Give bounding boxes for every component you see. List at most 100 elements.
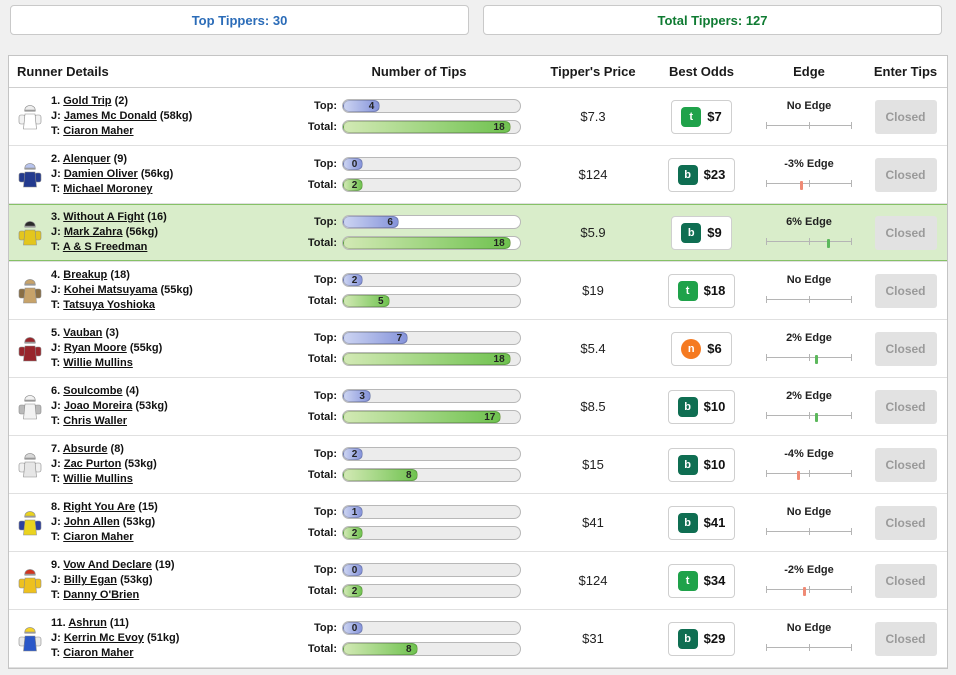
runner-name-link[interactable]: Vauban xyxy=(63,327,103,339)
jockey-name-link[interactable]: Mark Zahra xyxy=(63,226,123,238)
runner-name-link[interactable]: Alenquer xyxy=(62,153,111,165)
runner-details-cell: 7. Absurde (8) J: Zac Purton (53kg) T: W… xyxy=(9,442,301,487)
best-odds-value: $6 xyxy=(707,341,722,356)
tippers-price: $19 xyxy=(582,283,604,298)
runner-details-cell: 2. Alenquer (9) J: Damien Oliver (56kg) … xyxy=(9,152,301,197)
trainer-name-link[interactable]: Danny O'Brien xyxy=(63,589,140,601)
number-of-tips-cell: Top: 3 Total: 17 xyxy=(301,389,537,424)
runner-name-link[interactable]: Soulcombe xyxy=(63,385,123,397)
silk-body xyxy=(23,171,37,188)
best-odds-button[interactable]: b $41 xyxy=(667,505,736,540)
silk-cap-brim xyxy=(24,342,36,344)
best-odds-button[interactable]: b $29 xyxy=(667,621,736,656)
enter-tips-closed-button[interactable]: Closed xyxy=(874,99,937,134)
trainer-name-link[interactable]: Ciaron Maher xyxy=(63,647,134,659)
runner-details-cell: 9. Vow And Declare (19) J: Billy Egan (5… xyxy=(9,558,301,603)
total-tips-label: Total: xyxy=(307,469,337,481)
best-odds-button[interactable]: b $9 xyxy=(671,215,732,250)
silk-cap xyxy=(24,279,36,285)
trainer-name-link[interactable]: Michael Moroney xyxy=(63,183,153,195)
best-odds-button[interactable]: n $6 xyxy=(671,331,732,366)
edge-label: -3% Edge xyxy=(784,158,834,170)
number-of-tips-cell: Top: 0 Total: 8 xyxy=(301,621,537,656)
tippers-price: $124 xyxy=(578,573,608,588)
top-tips-bar-fill: 0 xyxy=(343,622,364,634)
enter-tips-closed-button[interactable]: Closed xyxy=(874,273,937,308)
header-tippers-price: Tipper's Price xyxy=(550,64,636,79)
top-tips-label: Top: xyxy=(313,216,337,228)
number-of-tips-cell: Top: 2 Total: 8 xyxy=(301,447,537,482)
silk-cap xyxy=(24,221,36,227)
enter-tips-closed-button[interactable]: Closed xyxy=(874,563,937,598)
enter-tips-closed-button[interactable]: Closed xyxy=(874,215,937,250)
runner-name-link[interactable]: Ashrun xyxy=(68,617,107,629)
jockey-name-link[interactable]: Kohei Matsuyama xyxy=(63,284,158,296)
runner-name-link[interactable]: Absurde xyxy=(62,443,108,455)
enter-tips-closed-button[interactable]: Closed xyxy=(874,447,937,482)
enter-tips-closed-button[interactable]: Closed xyxy=(874,505,937,540)
edge-label: No Edge xyxy=(786,100,832,112)
jockey-name-link[interactable]: James Mc Donald xyxy=(63,110,157,122)
total-tips-bar-fill: 2 xyxy=(343,179,364,191)
runner-details-cell: 8. Right You Are (15) J: John Allen (53k… xyxy=(9,500,301,545)
jockey-name-link[interactable]: Joao Moreira xyxy=(63,400,133,412)
runner-barrier: (4) xyxy=(125,385,140,397)
edge-gauge xyxy=(766,467,852,481)
total-tippers-stat: Total Tippers: 127 xyxy=(483,5,942,35)
best-odds-value: $10 xyxy=(703,457,726,472)
silk-body xyxy=(23,287,37,304)
best-odds-button[interactable]: b $10 xyxy=(667,389,736,424)
trainer-line: T: Willie Mullins xyxy=(51,356,162,371)
trainer-name-link[interactable]: Ciaron Maher xyxy=(63,531,134,543)
runner-name-line: 1. Gold Trip (2) xyxy=(51,94,192,109)
table-row: 11. Ashrun (11) J: Kerrin Mc Evoy (51kg)… xyxy=(9,610,947,668)
jockey-name-link[interactable]: John Allen xyxy=(63,516,120,528)
best-odds-cell: b $23 xyxy=(649,157,754,192)
enter-tips-closed-button[interactable]: Closed xyxy=(874,157,937,192)
runner-name-link[interactable]: Breakup xyxy=(63,269,108,281)
runner-number: 4. xyxy=(51,269,61,281)
trainer-name-link[interactable]: Chris Waller xyxy=(63,415,128,427)
runner-details-cell: 4. Breakup (18) J: Kohei Matsuyama (55kg… xyxy=(9,268,301,313)
jockey-name-link[interactable]: Damien Oliver xyxy=(63,168,138,180)
top-tips-bar: 2 xyxy=(342,273,521,287)
table-row: 7. Absurde (8) J: Zac Purton (53kg) T: W… xyxy=(9,436,947,494)
total-tips-bar-fill: 2 xyxy=(343,585,364,597)
jockey-name-link[interactable]: Ryan Moore xyxy=(63,342,127,354)
silk-cap-brim xyxy=(24,632,36,634)
trainer-name-link[interactable]: A & S Freedman xyxy=(62,241,148,253)
number-of-tips-cell: Top: 0 Total: 2 xyxy=(301,157,537,192)
top-tips-label: Top: xyxy=(313,390,337,402)
enter-tips-closed-button[interactable]: Closed xyxy=(874,621,937,656)
best-odds-button[interactable]: t $18 xyxy=(667,273,736,308)
trainer-name-link[interactable]: Ciaron Maher xyxy=(63,125,134,137)
runner-details-cell: 5. Vauban (3) J: Ryan Moore (55kg) T: Wi… xyxy=(9,326,301,371)
table-row: 6. Soulcombe (4) J: Joao Moreira (53kg) … xyxy=(9,378,947,436)
enter-tips-closed-button[interactable]: Closed xyxy=(874,389,937,424)
runner-number: 1. xyxy=(51,95,61,107)
top-tips-label: Top: xyxy=(313,564,337,576)
silk-body xyxy=(23,113,37,130)
runner-number: 6. xyxy=(51,385,61,397)
best-odds-button[interactable]: t $7 xyxy=(671,99,732,134)
runner-name-link[interactable]: Without A Fight xyxy=(63,211,145,223)
runner-name-link[interactable]: Right You Are xyxy=(63,501,136,513)
jockey-name-link[interactable]: Zac Purton xyxy=(63,458,122,470)
edge-marker xyxy=(797,471,800,480)
trainer-name-link[interactable]: Willie Mullins xyxy=(63,473,133,485)
jockey-name-link[interactable]: Kerrin Mc Evoy xyxy=(63,632,144,644)
total-tips-bar-fill: 18 xyxy=(343,237,511,249)
total-tips-value: 2 xyxy=(351,527,358,539)
best-odds-button[interactable]: t $34 xyxy=(667,563,736,598)
runner-name-link[interactable]: Gold Trip xyxy=(63,95,112,107)
trainer-name-link[interactable]: Willie Mullins xyxy=(63,357,133,369)
enter-tips-closed-button[interactable]: Closed xyxy=(874,331,937,366)
top-tips-bar: 3 xyxy=(342,389,521,403)
jockey-name-link[interactable]: Billy Egan xyxy=(63,574,118,586)
runner-name-link[interactable]: Vow And Declare xyxy=(63,559,152,571)
best-odds-button[interactable]: b $10 xyxy=(667,447,736,482)
trainer-name-link[interactable]: Tatsuya Yoshioka xyxy=(63,299,155,311)
best-odds-button[interactable]: b $23 xyxy=(667,157,736,192)
runner-number: 3. xyxy=(51,211,61,223)
jockey-silks-icon xyxy=(17,393,43,420)
